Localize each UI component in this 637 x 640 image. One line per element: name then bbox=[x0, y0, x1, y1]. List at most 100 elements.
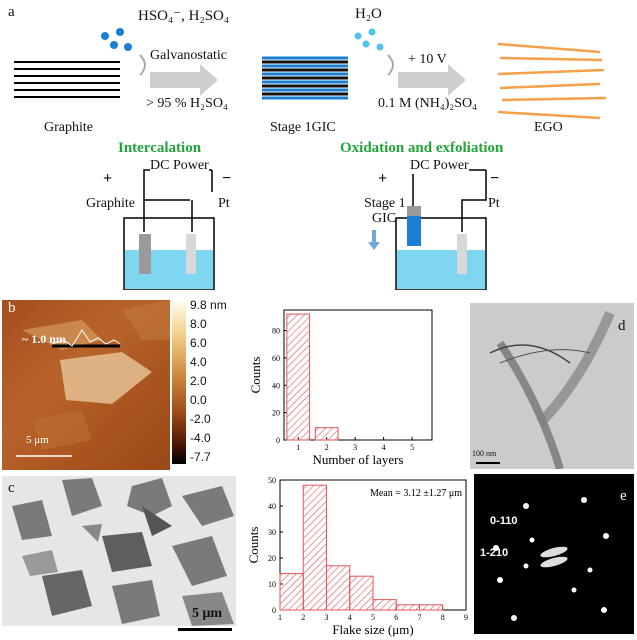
x-axis-label: Number of layers bbox=[313, 452, 404, 467]
tem-scale-bar: 100 nm bbox=[472, 449, 497, 458]
x-tick-label: 2 bbox=[301, 613, 305, 622]
exfoliation-cell bbox=[395, 169, 487, 290]
bar bbox=[326, 565, 351, 611]
intercalation-cell bbox=[123, 169, 215, 290]
saed-spot-label-2: 1-210 bbox=[480, 547, 509, 559]
optical-scale-line bbox=[178, 628, 232, 631]
flake-size-histogram: 0 10 20 30 40 50 1 2 3 4 5 6 7 8 9 Mean = 3.12 ±1.27 μm… bbox=[246, 476, 468, 637]
panel-e-label: e bbox=[620, 488, 627, 504]
optical-flakes bbox=[12, 478, 234, 626]
step1-bottom-label: > 95 % H₂SO₄ bbox=[146, 96, 228, 111]
anode-right-label-2: GIC bbox=[372, 211, 397, 226]
x-tick-label: 7 bbox=[418, 613, 422, 622]
bar bbox=[302, 484, 327, 611]
colorbar-tick: 2.0 bbox=[190, 374, 207, 388]
minus-right: − bbox=[490, 170, 500, 187]
plus-left: + bbox=[103, 170, 113, 187]
graphite-stack bbox=[14, 61, 120, 98]
down-arrow-icon bbox=[368, 230, 380, 250]
bar bbox=[279, 573, 304, 611]
curved-arrow-icon bbox=[139, 54, 146, 76]
afm-height-annotation: ~ 1.0 nm bbox=[22, 332, 66, 346]
panel-c-label: c bbox=[8, 480, 15, 496]
arrow-right-icon-2 bbox=[398, 64, 466, 96]
x-tick-label: 3 bbox=[325, 613, 329, 622]
colorbar-tick: 0.0 bbox=[190, 393, 207, 407]
saed-spot-label-1: 0-110 bbox=[490, 515, 518, 527]
bar bbox=[314, 427, 339, 441]
colorbar-tick: 4.0 bbox=[190, 355, 207, 369]
y-tick-label: 0 bbox=[276, 436, 280, 445]
bar bbox=[286, 313, 311, 441]
colorbar-tick: -4.0 bbox=[190, 431, 211, 445]
ego-label: EGO bbox=[534, 120, 563, 135]
intercalation-title: Intercalation bbox=[118, 140, 202, 156]
y-tick-label: 50 bbox=[268, 476, 276, 485]
dc-power-left: DC Power bbox=[150, 158, 209, 174]
cathode-right-label: Pt bbox=[488, 196, 500, 211]
schematic-diagram bbox=[14, 28, 607, 290]
afm-flakes bbox=[16, 300, 170, 457]
panel-b-label: b bbox=[8, 300, 16, 316]
panel-d-label: d bbox=[618, 318, 626, 334]
y-tick-label: 60 bbox=[272, 354, 280, 363]
x-axis-label: Flake size (μm) bbox=[332, 622, 413, 637]
colorbar-tick: 8.0 bbox=[190, 317, 207, 331]
colorbar-tick: 9.8 nm bbox=[190, 298, 227, 312]
optical-scale-bar: 5 μm bbox=[192, 606, 223, 621]
reagent-water-label: H₂O bbox=[355, 6, 382, 22]
tem-flakes bbox=[470, 303, 634, 469]
y-tick-label: 20 bbox=[272, 409, 280, 418]
curved-arrow-icon-2 bbox=[387, 54, 394, 76]
reagent-acid-label: HSO₄⁻, H₂SO₄ bbox=[138, 8, 230, 24]
arrow-right-icon bbox=[150, 64, 218, 96]
afm-scale-bar: 5 μm bbox=[26, 434, 49, 446]
x-tick-label: 3 bbox=[353, 443, 357, 452]
colorbar-tick: -7.7 bbox=[190, 450, 211, 464]
x-tick-label: 2 bbox=[325, 443, 329, 452]
y-tick-label: 30 bbox=[268, 528, 276, 537]
acid-ions-icon bbox=[101, 28, 132, 51]
optical-image bbox=[2, 476, 236, 626]
bar bbox=[372, 599, 397, 611]
layers-histogram: 0 20 40 60 80 1 2 3 4 5 Number of layers Counts bbox=[248, 309, 433, 467]
x-tick-label: 1 bbox=[278, 613, 282, 622]
gic-label: Stage 1GIC bbox=[270, 120, 336, 135]
bar bbox=[349, 575, 374, 611]
gic-stack bbox=[262, 56, 348, 100]
x-tick-label: 5 bbox=[410, 443, 414, 452]
y-tick-label: 20 bbox=[268, 554, 276, 563]
saed-pattern bbox=[474, 474, 634, 634]
afm-colorbar bbox=[172, 302, 186, 464]
anode-left-label: Graphite bbox=[86, 196, 135, 211]
plus-right: + bbox=[378, 170, 388, 187]
ego-sheets bbox=[497, 42, 607, 120]
minus-left: − bbox=[222, 170, 232, 187]
tem-image bbox=[470, 303, 634, 469]
oxidation-title: Oxidation and exfoliation bbox=[340, 140, 504, 156]
cathode-left-label: Pt bbox=[218, 196, 230, 211]
water-drops-icon bbox=[354, 28, 384, 51]
y-tick-label: 80 bbox=[272, 327, 280, 336]
bar bbox=[419, 604, 444, 611]
plot-frame bbox=[283, 309, 433, 441]
x-tick-label: 5 bbox=[371, 613, 375, 622]
y-tick-label: 40 bbox=[272, 381, 280, 390]
step2-top-label: + 10 V bbox=[408, 52, 447, 67]
graphite-label: Graphite bbox=[44, 120, 93, 135]
mean-annotation: Mean = 3.12 ±1.27 μm bbox=[370, 488, 462, 499]
step1-top-label: Galvanostatic bbox=[150, 48, 227, 63]
x-tick-label: 6 bbox=[394, 613, 398, 622]
x-tick-label: 8 bbox=[441, 613, 445, 622]
anode-right-label-1: Stage 1 bbox=[364, 196, 406, 211]
x-tick-label: 1 bbox=[296, 443, 300, 452]
x-tick-label: 9 bbox=[464, 613, 468, 622]
y-tick-label: 10 bbox=[268, 580, 276, 589]
colorbar-tick: 6.0 bbox=[190, 336, 207, 350]
y-axis-label: Counts bbox=[246, 527, 261, 564]
saed-spots bbox=[493, 497, 609, 621]
afm-image bbox=[2, 300, 170, 470]
y-tick-label: 40 bbox=[268, 502, 276, 511]
step2-bottom-label: 0.1 M (NH₄)₂SO₄ bbox=[378, 96, 478, 111]
colorbar-ticks: 9.8 nm 8.0 6.0 4.0 2.0 0.0 -2.0 -4.0 -7.… bbox=[190, 298, 240, 468]
